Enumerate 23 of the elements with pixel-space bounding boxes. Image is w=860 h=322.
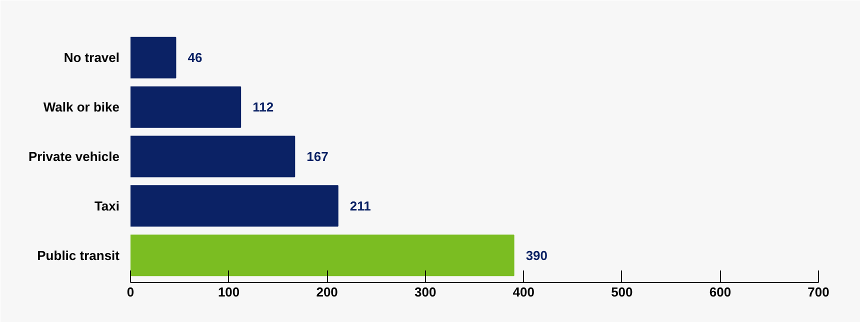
data-label: 211 — [350, 198, 371, 214]
y-tick-label: Taxi — [94, 198, 120, 214]
x-tick-label: 300 — [414, 284, 436, 300]
y-tick-label: No travel — [64, 50, 120, 66]
x-tick-label: 100 — [218, 284, 240, 300]
y-tick-label: Private vehicle — [28, 149, 120, 164]
x-tick-label: 700 — [808, 284, 830, 300]
x-tick-label: 600 — [709, 284, 732, 300]
x-tick-label: 200 — [316, 284, 338, 300]
data-label: 112 — [252, 100, 274, 115]
y-tick-label: Public transit — [37, 248, 120, 263]
data-label: 167 — [306, 149, 328, 164]
x-tick-label: 500 — [611, 284, 633, 300]
bar — [130, 86, 242, 128]
data-label: 390 — [526, 248, 548, 263]
bar — [130, 136, 296, 178]
bar — [130, 234, 514, 276]
x-tick-label: 0 — [126, 284, 134, 300]
bar — [130, 36, 176, 78]
data-label: 46 — [188, 50, 202, 66]
y-tick-label: Walk or bike — [43, 100, 120, 115]
bar — [130, 185, 338, 227]
x-tick-label: 400 — [512, 284, 534, 300]
